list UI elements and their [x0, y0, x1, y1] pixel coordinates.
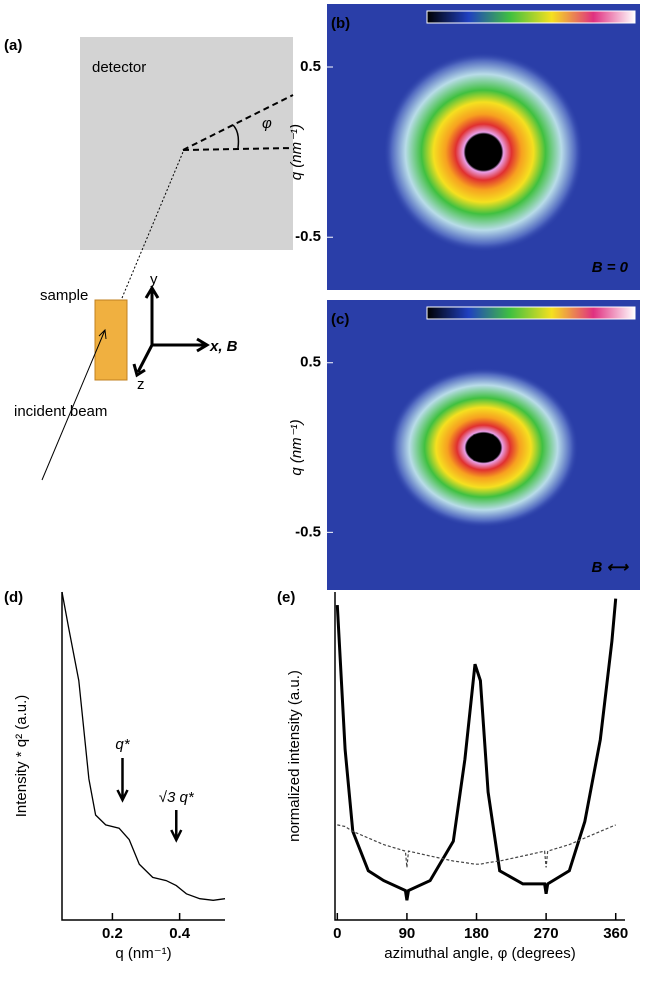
data-line	[335, 598, 618, 901]
sample	[94, 299, 128, 381]
y-tick-label: 0.5	[300, 354, 321, 371]
x-tick-label: 90	[399, 925, 416, 942]
annotation: q*	[115, 736, 130, 753]
colorbar	[426, 10, 636, 24]
x-tick-label: 180	[464, 925, 489, 942]
annotation: √3 q*	[159, 789, 195, 806]
x-tick-label: 0.4	[169, 925, 191, 942]
panel-label: (d)	[4, 589, 23, 606]
incident-beam	[41, 329, 106, 481]
y-tick-label: -0.5	[295, 228, 321, 245]
x-tick-label: 270	[534, 925, 559, 942]
annotation-arrow	[170, 810, 183, 843]
panel-label: (b)	[331, 15, 350, 32]
panel-label: (a)	[4, 37, 22, 54]
azimuth-line	[182, 94, 294, 151]
coordinate-axes	[132, 285, 210, 378]
panel-label: (e)	[277, 589, 295, 606]
axes	[334, 592, 625, 921]
axes	[61, 592, 225, 921]
y-axis-label: y	[150, 271, 158, 288]
y-axis-label: q (nm⁻¹)	[288, 419, 305, 475]
x-tick-label: 360	[603, 925, 628, 942]
reference-line	[182, 147, 294, 151]
y-tick-label: -0.5	[295, 523, 321, 540]
angle-label: φ	[262, 115, 272, 132]
data-line	[61, 591, 226, 901]
detector-label: detector	[92, 59, 146, 76]
diagram: (a) detector φ sample y x, B z incident …	[4, 37, 294, 481]
image-caption: B = 0	[592, 259, 629, 276]
z-axis-label: z	[137, 376, 145, 393]
image-caption: B ⟷	[591, 559, 629, 576]
angle-arc	[232, 124, 240, 149]
y-axis-label: normalized intensity (a.u.)	[286, 670, 303, 842]
panel-label: (c)	[331, 311, 349, 328]
colorbar	[426, 306, 636, 320]
beam-arrowhead	[98, 328, 107, 340]
x-axis-label: azimuthal angle, φ (degrees)	[384, 945, 576, 962]
data-line	[337, 824, 616, 868]
x-tick-label: 0	[333, 925, 341, 942]
x-tick-label: 0.2	[102, 925, 123, 942]
beam-label: incident beam	[14, 403, 107, 420]
x-axis-label: x, B	[209, 338, 238, 355]
y-axis-label: q (nm⁻¹)	[288, 124, 305, 180]
x-axis-label: q (nm⁻¹)	[115, 945, 171, 962]
beam-stop	[473, 434, 494, 461]
sample-label: sample	[40, 287, 88, 304]
y-tick-label: 0.5	[300, 58, 321, 75]
y-axis-label: Intensity * q² (a.u.)	[13, 695, 30, 818]
annotation-arrow	[116, 758, 129, 803]
detector-plane	[80, 37, 293, 250]
beam-stop	[473, 139, 494, 166]
